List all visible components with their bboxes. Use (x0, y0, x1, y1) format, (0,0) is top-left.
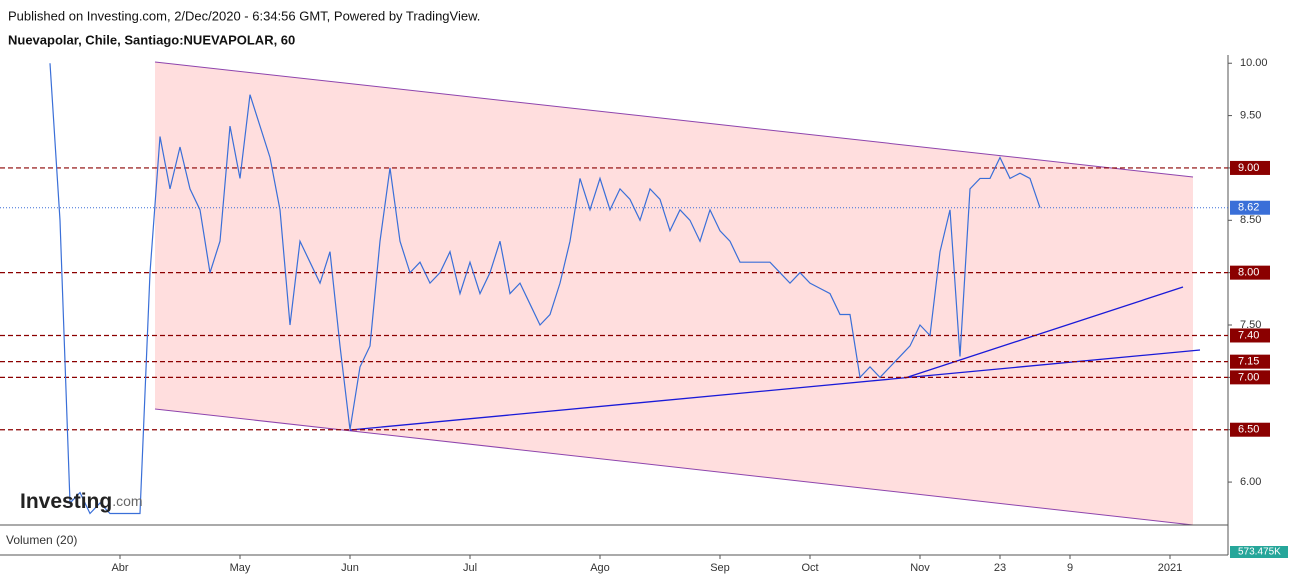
level-box (1230, 265, 1270, 280)
channel-bottom (154, 408, 1194, 526)
chart-layer: 6.00 6.50 7.00 7.50 8.00 8.50 9.00 9.50 10.00 Abr… (0, 57, 1288, 574)
channel-top (154, 61, 1194, 178)
level-box (1230, 328, 1270, 343)
x-tick-label: 23 (994, 562, 1006, 574)
level-label: 8.00 (1238, 267, 1259, 279)
level-label: 9.00 (1238, 162, 1259, 174)
y-tick-label: 7.50 (1240, 319, 1261, 331)
level-box (1230, 160, 1270, 175)
price-line (49, 63, 1041, 515)
x-tick-label: Abr (111, 562, 128, 574)
level-box (1230, 370, 1270, 385)
level-label: 7.15 (1238, 356, 1259, 368)
logo: Investing.com (20, 490, 143, 513)
level-label: 6.50 (1238, 424, 1259, 436)
x-tick-label: 2021 (1158, 562, 1182, 574)
volume-box (1230, 546, 1288, 558)
y-tick-label: 10.00 (1240, 57, 1268, 69)
x-tick-label: 9 (1067, 562, 1073, 574)
symbol-title: Nuevapolar, Chile, Santiago:NUEVAPOLAR, … (8, 32, 295, 47)
level-box (1230, 422, 1270, 437)
published-note: Published on Investing.com, 2/Dec/2020 -… (8, 8, 480, 23)
x-tick-label: Jun (341, 562, 359, 574)
x-tick-label: Nov (910, 562, 930, 574)
trendline (904, 286, 1184, 379)
x-tick-label: May (230, 562, 251, 574)
volume-label: 573.475K (1238, 547, 1281, 558)
x-tick-label: Sep (710, 562, 730, 574)
volume-title: Volumen (20) (6, 533, 77, 547)
level-label: 7.40 (1238, 329, 1259, 341)
last-price-label: 8.62 (1238, 202, 1259, 214)
last-price-box (1230, 200, 1270, 215)
channel (155, 62, 1193, 525)
y-tick-label: 9.50 (1240, 109, 1261, 121)
x-tick-label: Ago (590, 562, 610, 574)
level-label: 7.00 (1238, 371, 1259, 383)
logo-suffix: .com (112, 493, 142, 509)
x-tick-label: Oct (801, 562, 818, 574)
y-tick-label: 8.50 (1240, 214, 1261, 226)
y-tick-label: 6.00 (1240, 476, 1261, 488)
trendline (349, 349, 1201, 431)
x-tick-label: Jul (463, 562, 477, 574)
logo-name: Investing (20, 490, 112, 513)
level-box (1230, 354, 1270, 369)
